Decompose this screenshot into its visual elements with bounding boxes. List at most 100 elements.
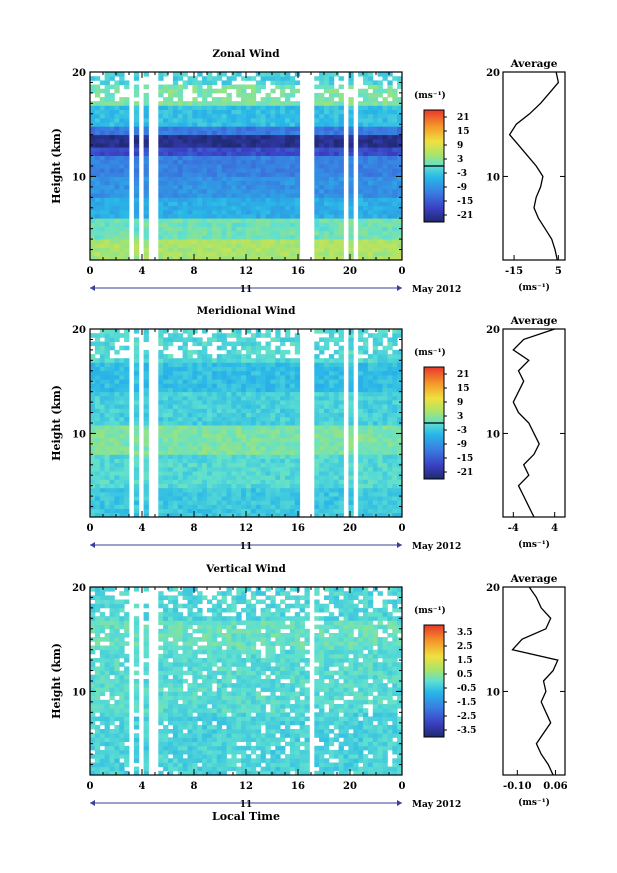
heatmap-cell [328, 218, 335, 223]
heatmap-cell [236, 239, 242, 244]
heatmap-cell [289, 193, 296, 198]
heatmap-cell [348, 184, 354, 190]
heatmap-cell [202, 496, 208, 501]
heatmap-cell [187, 395, 193, 401]
heatmap-cell [250, 408, 257, 413]
heatmap-cell [363, 180, 369, 186]
heatmap-cell [94, 420, 101, 426]
heatmap-cell [265, 429, 271, 434]
heatmap-cell [202, 76, 208, 81]
heatmap-cell [333, 184, 340, 190]
heatmap-cell [397, 126, 403, 131]
heatmap-cell [348, 329, 354, 334]
heatmap-cell [275, 446, 281, 451]
heatmap-cell [172, 239, 179, 244]
heatmap-cell [197, 416, 203, 422]
heatmap-cell [197, 176, 203, 181]
heatmap-cell [114, 118, 120, 123]
heatmap-cell [319, 122, 325, 127]
heatmap-cell [246, 205, 252, 211]
heatmap-cell [250, 184, 257, 190]
heatmap-cell [202, 370, 208, 376]
heatmap-cell [231, 214, 237, 219]
heatmap-cell [363, 113, 369, 119]
heatmap-cell [202, 130, 208, 136]
heatmap-cell [265, 255, 271, 261]
heatmap-cell [133, 446, 140, 451]
heatmap-cell [382, 345, 388, 351]
heatmap-cell [314, 341, 320, 347]
heatmap-cell [241, 475, 247, 480]
heatmap-cell [377, 333, 383, 338]
heatmap-cell [192, 218, 198, 223]
heatmap-cell [382, 349, 388, 355]
heatmap-cell [319, 243, 325, 248]
heatmap-cell [348, 375, 354, 380]
heatmap-cell [236, 491, 242, 497]
heatmap-cell [177, 159, 184, 165]
heatmap-cell [314, 450, 320, 455]
heatmap-cell [133, 450, 140, 455]
heatmap-cell [265, 251, 271, 257]
heatmap-cell [241, 508, 247, 514]
heatmap-cell [319, 251, 325, 257]
heatmap-cell [363, 172, 369, 177]
heatmap-cell [192, 375, 198, 380]
heatmap-cell [328, 395, 335, 401]
heatmap-cell [104, 412, 110, 418]
heatmap-cell [207, 433, 213, 438]
heatmap-cell [94, 500, 101, 505]
heatmap-cell [392, 159, 398, 165]
heatmap-cell [207, 458, 213, 464]
heatmap-cell [177, 420, 184, 426]
heatmap-cell [250, 243, 257, 248]
heatmap-cell [270, 176, 276, 181]
heatmap-cell [104, 341, 110, 347]
heatmap-cell [114, 383, 120, 388]
heatmap-cell [221, 180, 227, 186]
heatmap-cell [231, 226, 237, 232]
heatmap-cell [104, 345, 110, 351]
heatmap-cell [246, 462, 252, 468]
heatmap-cell [289, 255, 296, 261]
heatmap-cell [260, 370, 266, 376]
heatmap-cell [114, 416, 120, 422]
heatmap-cell [246, 395, 252, 401]
heatmap-cell [109, 201, 115, 207]
heatmap-cell [90, 130, 96, 136]
heatmap-cell [236, 209, 242, 215]
heatmap-cell [358, 337, 364, 342]
heatmap-cell [285, 92, 291, 98]
heatmap-cell [172, 72, 179, 77]
heatmap-cell [397, 354, 403, 359]
heatmap-cell [192, 383, 198, 388]
heatmap-cell [216, 222, 223, 227]
heatmap-cell [90, 479, 96, 484]
heatmap-cell [392, 366, 398, 372]
heatmap-cell [377, 391, 383, 397]
heatmap-cell [207, 201, 213, 207]
heatmap-cell [197, 159, 203, 165]
heatmap-cell [275, 458, 281, 464]
heatmap-cell [104, 408, 110, 413]
heatmap-cell [187, 412, 193, 418]
heatmap-cell [216, 370, 223, 376]
heatmap-cell [124, 172, 130, 177]
heatmap-cell [104, 366, 110, 372]
heatmap-cell [260, 420, 266, 426]
heatmap-cell [187, 429, 193, 434]
heatmap-cell [363, 337, 369, 342]
heatmap-cell [192, 420, 198, 426]
heatmap-cell [294, 72, 301, 77]
heatmap-cell [255, 189, 262, 194]
heatmap-cell [241, 155, 247, 161]
heatmap-cell [328, 358, 335, 363]
heatmap-cell [255, 109, 262, 115]
heatmap-cell [163, 247, 169, 253]
heatmap-cell [94, 395, 101, 401]
heatmap-cell [192, 230, 198, 236]
heatmap-cell [324, 218, 330, 223]
heatmap-cell [114, 130, 120, 136]
heatmap-cell [358, 491, 364, 497]
heatmap-cell [372, 395, 379, 401]
